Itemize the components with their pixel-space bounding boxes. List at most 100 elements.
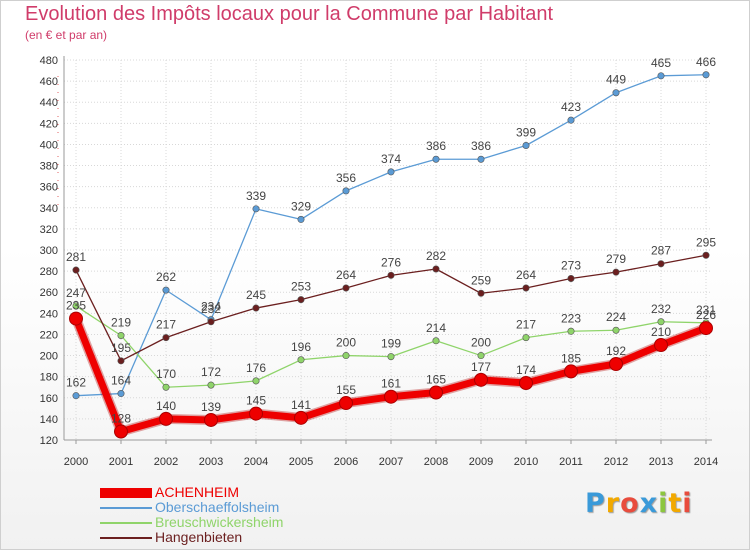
data-point <box>702 251 710 259</box>
data-point <box>567 327 575 335</box>
data-label: 224 <box>606 310 626 324</box>
data-label: 329 <box>291 199 311 213</box>
x-tick-label: 2005 <box>289 456 313 468</box>
chart-subtitle: (en € et par an) <box>25 28 108 42</box>
data-point <box>162 334 170 342</box>
axes: 120 140 160 180 200 220 240 260 280 300 320 340 360 3… <box>40 55 719 468</box>
data-label: 223 <box>561 311 581 325</box>
data-label: 295 <box>696 235 716 249</box>
x-tick-label: 2006 <box>334 456 358 468</box>
data-label: 200 <box>471 336 491 350</box>
y-tick-label: 380 <box>40 161 58 173</box>
y-tick-label: 400 <box>40 139 58 151</box>
y-tick-label: 260 <box>40 287 58 299</box>
data-point <box>207 381 215 389</box>
data-point <box>609 357 623 371</box>
data-point <box>204 412 218 427</box>
proxiti-logo: Proxiti <box>585 488 693 519</box>
data-label: 423 <box>561 100 581 114</box>
data-point <box>612 268 620 276</box>
x-tick-label: 2013 <box>649 456 673 468</box>
data-point <box>207 318 215 326</box>
y-tick-label: 240 <box>40 308 58 320</box>
legend-item-label: Hangenbieten <box>155 529 243 545</box>
data-label: 217 <box>156 318 176 332</box>
x-tick-label: 2010 <box>514 456 538 468</box>
logo-letter: x <box>639 488 659 519</box>
data-label: 245 <box>246 288 266 302</box>
data-label: 164 <box>111 374 131 388</box>
data-point <box>342 284 350 292</box>
data-label: 287 <box>651 244 671 258</box>
data-label: 374 <box>381 152 401 166</box>
data-label: 279 <box>606 252 626 266</box>
data-point <box>384 389 398 404</box>
data-label: 449 <box>606 73 626 87</box>
data-label: 196 <box>291 340 311 354</box>
data-label: 155 <box>336 383 356 397</box>
data-label: 140 <box>156 399 176 413</box>
data-point <box>657 72 665 80</box>
data-label: 232 <box>201 302 221 316</box>
logo-letter: o <box>620 488 640 519</box>
data-label: 174 <box>516 363 536 377</box>
data-label: 139 <box>201 400 221 414</box>
y-tick-label: 220 <box>40 329 58 341</box>
data-point <box>477 155 485 163</box>
logo-letter: i <box>682 488 693 519</box>
data-label: 214 <box>426 321 446 335</box>
data-point <box>522 284 530 292</box>
legend-item-label: ACHENHEIM <box>155 484 240 500</box>
data-point <box>477 352 485 360</box>
data-point <box>294 410 308 425</box>
data-label: 172 <box>201 365 221 379</box>
data-point <box>252 304 260 312</box>
data-point <box>162 383 170 391</box>
data-point <box>657 318 665 326</box>
y-tick-label: 120 <box>40 435 58 447</box>
y-tick-label: 460 <box>40 76 58 88</box>
data-point <box>297 356 305 364</box>
legend <box>100 488 152 539</box>
x-tick-label: 2001 <box>109 456 133 468</box>
data-point <box>69 311 83 326</box>
data-label: 465 <box>651 56 671 70</box>
x-tick-label: 2000 <box>64 456 88 468</box>
data-point <box>342 187 350 195</box>
data-label: 262 <box>156 270 176 284</box>
data-point <box>114 424 128 439</box>
data-point <box>567 116 575 124</box>
data-point <box>252 205 260 213</box>
legend-item-label: Oberschaeffolsheim <box>155 499 280 515</box>
data-point <box>432 337 440 345</box>
data-point <box>387 168 395 176</box>
data-label: 399 <box>516 126 536 140</box>
y-tick-label: 360 <box>40 182 58 194</box>
data-point <box>474 372 488 387</box>
data-point <box>159 411 173 426</box>
y-tick-label: 440 <box>40 97 58 109</box>
y-tick-label: 200 <box>40 351 58 363</box>
data-label: 217 <box>516 318 536 332</box>
data-label: 170 <box>156 367 176 381</box>
data-point <box>117 390 125 398</box>
y-tick-label: 300 <box>40 245 58 257</box>
data-label: 234 <box>201 300 221 314</box>
y-tick-label: 280 <box>40 266 58 278</box>
data-point <box>249 406 263 421</box>
data-label: 282 <box>426 249 446 263</box>
data-label: 200 <box>336 336 356 350</box>
data-label: 235 <box>66 299 86 313</box>
data-point <box>429 385 443 400</box>
data-label: 195 <box>111 341 131 355</box>
x-tick-label: 2002 <box>154 456 178 468</box>
data-label: 192 <box>606 344 626 358</box>
data-point <box>699 321 713 336</box>
y-tick-label: 320 <box>40 224 58 236</box>
data-point <box>477 289 485 297</box>
data-label: 145 <box>246 394 266 408</box>
data-point <box>387 353 395 361</box>
data-point <box>612 89 620 97</box>
data-label: 264 <box>336 268 356 282</box>
